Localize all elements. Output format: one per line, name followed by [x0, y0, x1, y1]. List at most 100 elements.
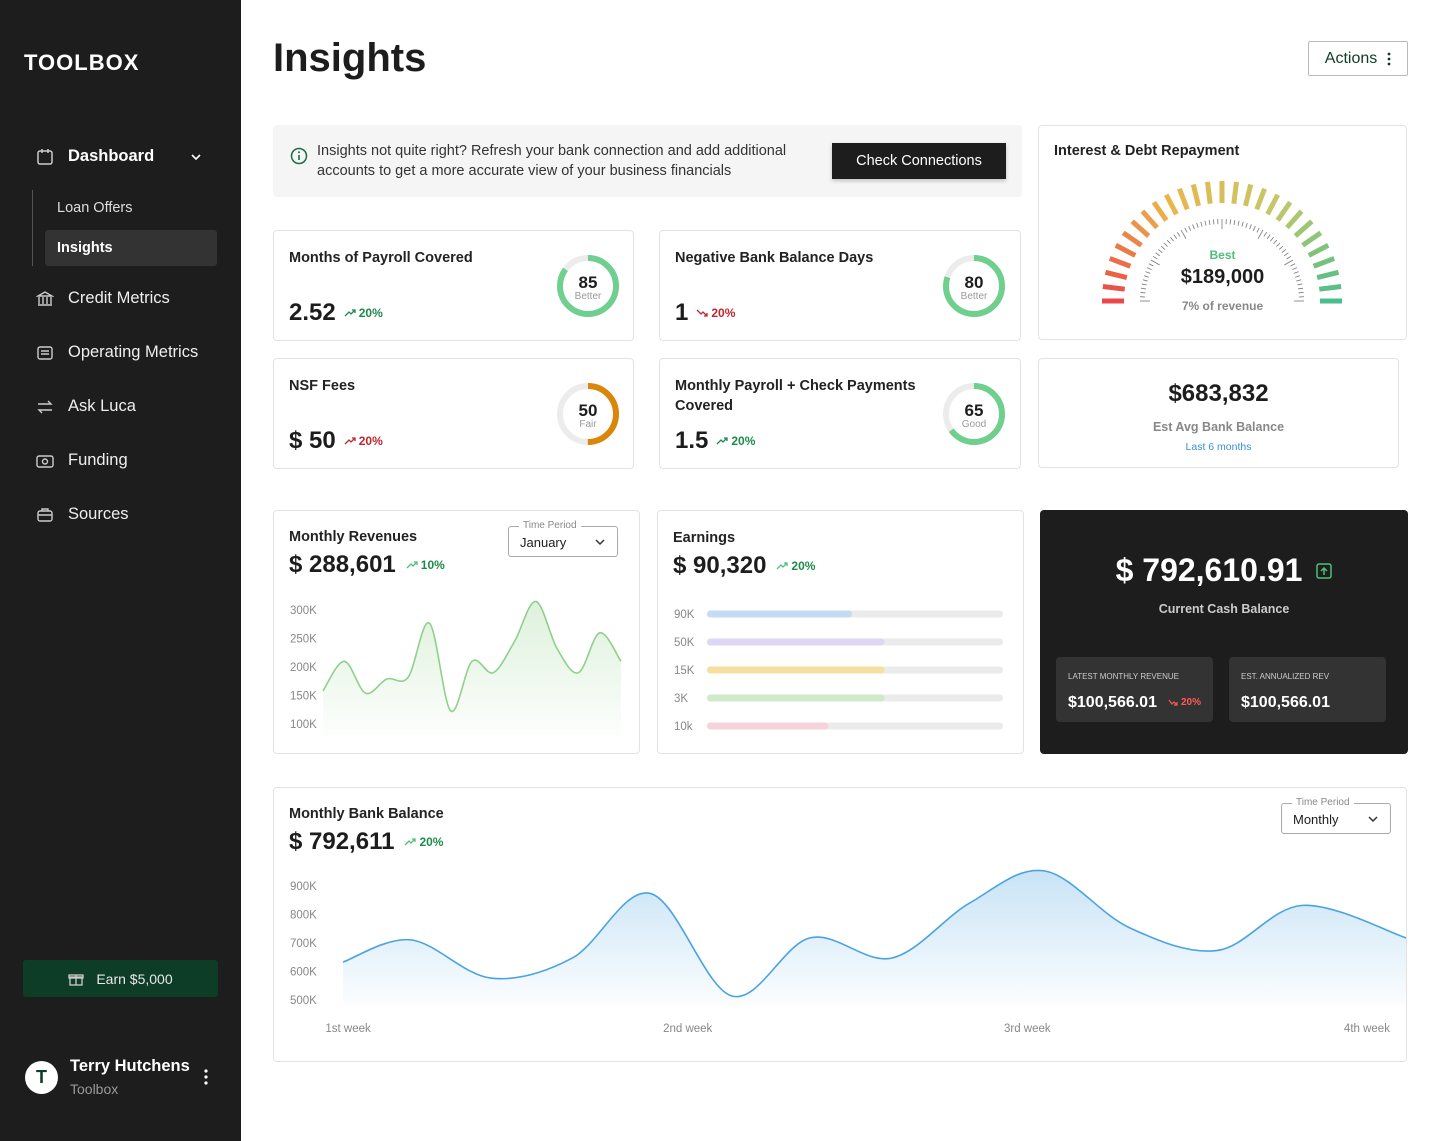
- gauge-tick: [1177, 232, 1181, 237]
- select-legend: Time Period: [519, 520, 581, 531]
- gauge-tick: [1160, 245, 1166, 250]
- nav-item[interactable]: Sources: [36, 505, 129, 524]
- gauge-tick: [1270, 237, 1274, 242]
- gauge-tick: [1200, 221, 1203, 227]
- y-tick-label: 100K: [290, 719, 317, 731]
- y-tick-label: 150K: [290, 691, 317, 703]
- nav-label: Dashboard: [68, 147, 155, 165]
- gauge-tick: [1233, 219, 1236, 226]
- user-menu[interactable]: [203, 1068, 209, 1086]
- check-connections[interactable]: Check Connections: [832, 143, 1006, 179]
- x-tick-label: 2nd week: [663, 1023, 712, 1035]
- gauge-segment: [1312, 256, 1336, 269]
- arrow-path: [344, 309, 356, 317]
- x-tick-label: 1st week: [325, 1023, 371, 1035]
- info-icon: [290, 147, 308, 165]
- gauge-segment: [1275, 200, 1293, 222]
- gauge-tick: [1278, 245, 1284, 250]
- gauge-tick: [1273, 239, 1278, 245]
- icon: [37, 400, 53, 413]
- gauge-tick: [1140, 292, 1146, 294]
- gauge-tick: [1213, 219, 1215, 225]
- gauge-tick: [1192, 224, 1195, 230]
- nav-item[interactable]: Dashboard: [36, 147, 154, 166]
- metric-card: NSF Fees $ 50 20% 50 Fair: [273, 358, 634, 469]
- gauge-segment: [1108, 256, 1132, 269]
- actions-button[interactable]: Actions: [1308, 41, 1408, 76]
- trend-arrow: [776, 562, 789, 570]
- gauge-tick: [1188, 225, 1192, 231]
- avg-balance-label: Est Avg Bank Balance: [1152, 420, 1285, 434]
- nav-label: Ask Luca: [68, 397, 136, 415]
- metric-value: 1: [675, 299, 689, 326]
- headline-value: $ 792,611: [289, 828, 395, 855]
- nav-item[interactable]: Funding: [36, 451, 128, 470]
- change-text: 20%: [791, 559, 816, 573]
- gauge-segment: [1307, 243, 1330, 258]
- avg-balance-period[interactable]: Last 6 months: [1185, 441, 1252, 453]
- gauge-tick: [1241, 221, 1244, 227]
- arrow-path: [696, 309, 709, 317]
- trend-arrow: [1168, 699, 1178, 706]
- headline: $ 792,611 20%: [289, 828, 443, 856]
- y-tick-label: 500K: [290, 995, 317, 1007]
- y-tick-label: 250K: [290, 634, 317, 646]
- gauge-segment: [1301, 230, 1323, 248]
- gauge-tick: [1196, 222, 1199, 228]
- select-legend: Time Period: [1292, 797, 1354, 808]
- gauge-tick: [1284, 252, 1289, 257]
- gauge-tick: [1295, 275, 1301, 278]
- trend-arrow: [716, 437, 729, 445]
- y-tick-label: 800K: [290, 910, 317, 922]
- nav-item[interactable]: Ask Luca: [36, 397, 136, 416]
- earnings-card: Earnings $ 90,320 20% 90K 50K 15K 3K 10k: [657, 510, 1024, 754]
- gauge-segment: [1104, 269, 1128, 280]
- gauge-segment: [1151, 200, 1169, 222]
- gauge-tick: [1284, 259, 1294, 266]
- ring-arc: [557, 383, 619, 445]
- change: 20%: [696, 306, 735, 320]
- gauge-tick: [1142, 279, 1148, 282]
- gauge-segment: [1121, 230, 1143, 248]
- trend-arrow: [696, 309, 709, 317]
- earn-button[interactable]: Earn $5,000: [23, 960, 218, 997]
- period-select[interactable]: Time Period Monthly: [1281, 797, 1391, 834]
- cash-card: $ 792,610.91 Current Cash Balance LATEST…: [1040, 510, 1408, 754]
- bar: [707, 722, 829, 730]
- headline: $ 90,320 20%: [673, 552, 815, 580]
- gauge-tick: [1245, 222, 1248, 228]
- sub-nav-item[interactable]: Insights: [57, 240, 113, 256]
- gauge-segment: [1254, 187, 1267, 211]
- icon: [36, 290, 54, 306]
- metric-value: 1.5: [675, 427, 709, 454]
- user-org: Toolbox: [70, 1081, 119, 1097]
- earnings-chart: 90K 50K 15K 3K 10k: [674, 609, 1003, 733]
- nav-item[interactable]: Credit Metrics: [36, 289, 170, 308]
- period-select[interactable]: Time Period January: [508, 520, 618, 557]
- gauge-segment: [1114, 243, 1137, 258]
- gauge-tick: [1237, 220, 1240, 226]
- sub-nav-item[interactable]: Loan Offers: [57, 200, 133, 216]
- line: [322, 600, 622, 712]
- up-icon: [1316, 562, 1333, 579]
- metric-title: Months of Payroll Covered: [289, 250, 473, 266]
- avg-balance-card: $683,832 Est Avg Bank Balance Last 6 mon…: [1038, 358, 1399, 468]
- gauge-tick: [1170, 237, 1174, 242]
- nav-item[interactable]: Operating Metrics: [36, 343, 198, 362]
- y-tick-label: 900K: [290, 881, 317, 893]
- icon: [36, 454, 54, 468]
- arrow-path: [716, 437, 729, 445]
- arrow-path: [344, 437, 356, 445]
- gauge-tick: [1204, 220, 1207, 226]
- gauge-tick: [1150, 259, 1160, 266]
- y-tick-label: 600K: [290, 967, 317, 979]
- metric-row: 1.5 20%: [675, 427, 755, 455]
- icon: [37, 148, 53, 165]
- gauge-note: 7% of revenue: [1181, 299, 1264, 313]
- change: 10%: [406, 558, 445, 572]
- change-text: 20%: [1181, 697, 1202, 708]
- bank-card: Monthly Bank Balance $ 792,611 20% Time …: [273, 787, 1407, 1062]
- active-bg: [45, 230, 217, 266]
